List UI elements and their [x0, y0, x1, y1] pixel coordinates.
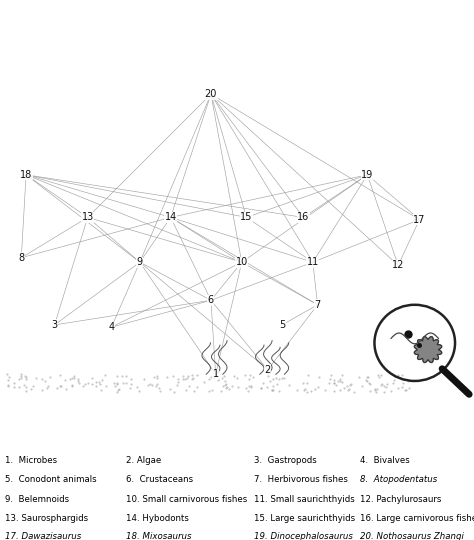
Text: 15. Large saurichthyids: 15. Large saurichthyids: [254, 514, 355, 523]
Text: 8: 8: [18, 253, 24, 263]
Text: 13: 13: [82, 212, 94, 222]
Text: 4.  Bivalves: 4. Bivalves: [360, 456, 410, 465]
Text: 17. Dawazisaurus: 17. Dawazisaurus: [5, 531, 81, 540]
Text: 10: 10: [236, 257, 248, 267]
Text: 7: 7: [314, 300, 321, 310]
Text: 15: 15: [240, 212, 253, 222]
Text: 5: 5: [279, 320, 285, 330]
Text: 8.  Atopodentatus: 8. Atopodentatus: [360, 475, 438, 484]
Text: 16. Large carnivorous fishes: 16. Large carnivorous fishes: [360, 514, 474, 523]
Text: 2. Algae: 2. Algae: [126, 456, 161, 465]
Text: 10. Small carnivorous fishes: 10. Small carnivorous fishes: [126, 495, 247, 504]
Text: 18: 18: [20, 170, 32, 180]
Text: 12. Pachylurosaurs: 12. Pachylurosaurs: [360, 495, 442, 504]
Text: 9: 9: [137, 257, 143, 267]
Text: 1.  Microbes: 1. Microbes: [5, 456, 57, 465]
Text: 14. Hybodonts: 14. Hybodonts: [126, 514, 189, 523]
Text: 9.  Belemnoids: 9. Belemnoids: [5, 495, 69, 504]
Text: 11: 11: [307, 257, 319, 267]
Text: 11. Small saurichthyids: 11. Small saurichthyids: [254, 495, 355, 504]
Text: 1: 1: [213, 369, 219, 379]
Text: 18. Mixosaurus: 18. Mixosaurus: [126, 531, 191, 540]
Text: 14: 14: [164, 212, 177, 222]
Text: 6: 6: [208, 295, 214, 305]
Text: 7.  Herbivorous fishes: 7. Herbivorous fishes: [254, 475, 347, 484]
Text: 20. Nothosaurus Zhangi: 20. Nothosaurus Zhangi: [360, 531, 464, 540]
Text: 2: 2: [264, 364, 271, 375]
Text: 5.  Conodont animals: 5. Conodont animals: [5, 475, 96, 484]
Text: 3.  Gastropods: 3. Gastropods: [254, 456, 316, 465]
Text: 16: 16: [297, 212, 310, 222]
Text: 12: 12: [392, 260, 404, 271]
Text: 20: 20: [205, 89, 217, 99]
Text: 17: 17: [413, 214, 426, 225]
Text: 3: 3: [52, 320, 57, 330]
Text: 19. Dinocephalosaurus: 19. Dinocephalosaurus: [254, 531, 353, 540]
Text: 19: 19: [361, 170, 374, 180]
Text: 4: 4: [109, 322, 114, 332]
Text: 6.  Crustaceans: 6. Crustaceans: [126, 475, 193, 484]
Polygon shape: [414, 336, 442, 363]
Text: 13. Saurosphargids: 13. Saurosphargids: [5, 514, 88, 523]
